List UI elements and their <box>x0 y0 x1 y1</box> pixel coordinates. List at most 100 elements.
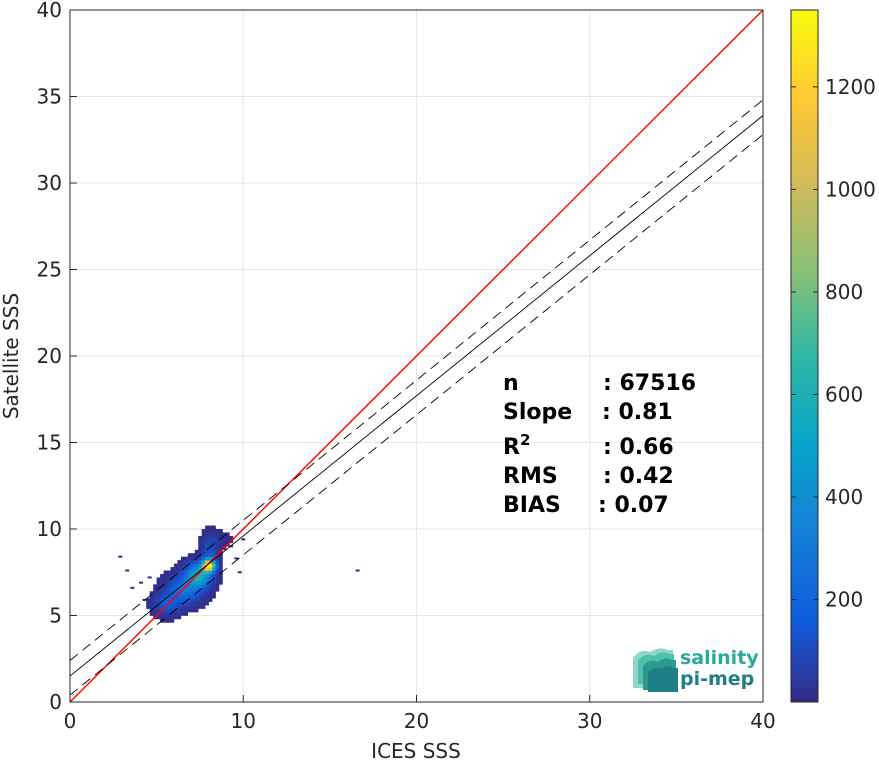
density-cell-304 <box>212 580 216 585</box>
density-cell-287 <box>208 567 213 571</box>
density-cell-351 <box>219 539 223 544</box>
density-cell-214 <box>198 594 202 599</box>
density-cell-280 <box>208 591 213 596</box>
density-cell-108 <box>177 615 182 620</box>
stat-value-2: : 0.66 <box>603 435 674 460</box>
density-cell-28 <box>156 587 161 592</box>
density-cell-152 <box>184 577 189 582</box>
density-cell-328 <box>215 563 220 568</box>
density-cell-118 <box>177 580 182 585</box>
density-cell-165 <box>187 587 192 592</box>
density-cell-239 <box>201 580 206 585</box>
density-cell-79 <box>170 608 175 613</box>
density-cell-24 <box>156 601 161 606</box>
density-cell-157 <box>184 560 189 564</box>
density-cell-365 <box>229 535 234 540</box>
colorbar-tick-label-2: 600 <box>825 382 863 406</box>
density-cell-40 <box>160 591 164 596</box>
density-cell-176 <box>191 608 196 613</box>
density-cell-257 <box>205 594 209 599</box>
density-cell-166 <box>187 584 192 589</box>
density-cell-189 <box>191 563 196 568</box>
density-cell-279 <box>208 594 213 599</box>
density-cell-141 <box>180 556 185 561</box>
density-cell-323 <box>215 580 220 585</box>
density-cell-144 <box>184 605 189 609</box>
colorbar <box>790 9 819 703</box>
density-cell-140 <box>180 560 185 564</box>
density-cell-359 <box>222 532 227 537</box>
density-cell-9 <box>149 591 154 596</box>
density-cell-174 <box>187 556 192 561</box>
density-cell-147 <box>184 594 189 599</box>
density-cell-352 <box>219 535 223 540</box>
density-cell-27 <box>156 591 161 596</box>
density-cell-146 <box>184 598 189 602</box>
density-cell-259 <box>205 587 209 592</box>
density-cell-212 <box>198 601 202 606</box>
density-cell-190 <box>191 560 196 564</box>
density-cell-46 <box>163 618 168 623</box>
density-cell-262 <box>205 577 209 582</box>
density-cell-292 <box>208 549 213 554</box>
x-axis-label: ICES SSS <box>371 739 461 763</box>
density-cell-38 <box>160 598 164 602</box>
density-cell-345 <box>219 560 223 564</box>
density-cell-247 <box>201 553 206 557</box>
density-cell-274 <box>205 535 209 540</box>
sparse-point-4 <box>130 586 135 589</box>
density-cell-325 <box>215 573 220 578</box>
stats-box: n: 67516 Slope: 0.81 R2: 0.66 RMS: 0.42 BIAS… <box>503 371 696 518</box>
density-cell-80 <box>170 605 175 609</box>
density-cell-300 <box>212 594 216 599</box>
density-cell-362 <box>225 535 230 540</box>
density-cell-319 <box>212 529 216 533</box>
density-cell-14 <box>153 601 157 606</box>
density-cell-318 <box>212 532 216 537</box>
density-cell-15 <box>153 598 157 602</box>
density-cell-296 <box>208 535 213 540</box>
density-cell-252 <box>201 535 206 540</box>
density-cell-299 <box>208 525 213 530</box>
density-cell-249 <box>201 546 206 551</box>
density-cell-290 <box>208 556 213 561</box>
stat-value-1: : 0.81 <box>602 400 673 425</box>
density-cell-172 <box>187 563 192 568</box>
density-cell-89 <box>170 573 175 578</box>
density-cell-8 <box>149 594 154 599</box>
density-cell-44 <box>160 577 164 582</box>
density-cell-343 <box>219 567 223 571</box>
density-cell-121 <box>177 570 182 575</box>
logo-line2: pi-mep <box>680 668 754 690</box>
density-cell-261 <box>205 580 209 585</box>
density-cell-37 <box>160 601 164 606</box>
density-cell-154 <box>184 570 189 575</box>
density-cell-111 <box>177 605 182 609</box>
density-cell-100 <box>173 587 178 592</box>
density-cell-248 <box>201 549 206 554</box>
density-cell-127 <box>180 605 185 609</box>
density-cell-90 <box>170 570 175 575</box>
density-cell-199 <box>194 587 199 592</box>
density-cell-270 <box>205 549 209 554</box>
density-cell-225 <box>198 556 202 561</box>
density-cell-314 <box>212 546 216 551</box>
density-cell-285 <box>208 573 213 578</box>
density-cell-11 <box>153 612 157 616</box>
density-cell-178 <box>191 601 196 606</box>
y-tick-label-0: 0 <box>49 690 62 714</box>
density-cell-302 <box>212 587 216 592</box>
density-cell-170 <box>187 570 192 575</box>
y-tick-label-5: 25 <box>37 258 62 282</box>
density-cell-20 <box>156 615 161 620</box>
density-cell-183 <box>191 584 196 589</box>
density-cell-160 <box>187 605 192 609</box>
density-cell-301 <box>212 591 216 596</box>
density-cell-334 <box>215 542 220 547</box>
density-cell-91 <box>170 567 175 571</box>
density-cell-313 <box>212 549 216 554</box>
density-cells <box>118 525 360 623</box>
density-cell-202 <box>194 577 199 582</box>
density-cell-1 <box>146 601 150 606</box>
y-tick-label-2: 10 <box>37 517 62 541</box>
